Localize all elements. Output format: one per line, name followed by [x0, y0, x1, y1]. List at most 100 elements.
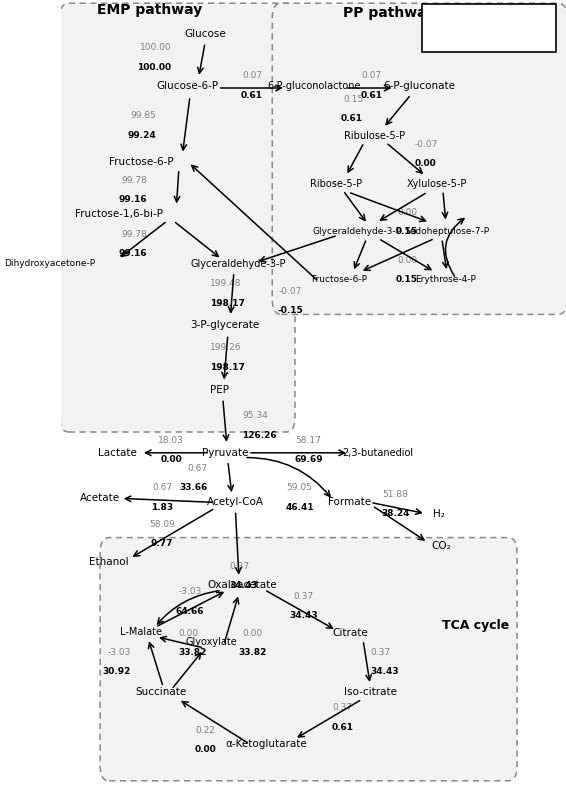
Text: 30.92: 30.92: [102, 667, 131, 677]
Text: EMP pathway: EMP pathway: [97, 2, 202, 17]
Text: 2,3-butanediol: 2,3-butanediol: [342, 448, 413, 458]
Text: Glyceraldehyde-3-P: Glyceraldehyde-3-P: [190, 259, 286, 269]
Text: 100.00: 100.00: [140, 43, 171, 53]
Text: 126.26: 126.26: [242, 430, 277, 440]
Text: Fructose-6-P: Fructose-6-P: [311, 275, 367, 285]
Text: H₂: H₂: [433, 509, 445, 518]
Text: 6-P-gluconolactone: 6-P-gluconolactone: [267, 82, 361, 91]
Text: -0.07: -0.07: [278, 286, 302, 296]
Text: Glucose-6-P: Glucose-6-P: [156, 82, 218, 91]
Text: 198.17: 198.17: [210, 298, 245, 308]
FancyBboxPatch shape: [60, 3, 295, 432]
Text: Acetyl-CoA: Acetyl-CoA: [207, 498, 264, 507]
Text: Acetate: Acetate: [80, 494, 120, 503]
Text: Succinate: Succinate: [135, 687, 186, 697]
Text: PEP: PEP: [210, 386, 229, 395]
Text: Iso-citrate: Iso-citrate: [344, 687, 397, 697]
Text: 34.43: 34.43: [229, 581, 258, 590]
Text: 38.24: 38.24: [381, 509, 410, 518]
Text: Fructose-6-P: Fructose-6-P: [109, 158, 173, 167]
Text: Dihydroxyacetone-P: Dihydroxyacetone-P: [5, 259, 96, 269]
Text: 99.85: 99.85: [130, 111, 156, 121]
Text: 0.61: 0.61: [360, 90, 382, 100]
Text: 0.61: 0.61: [341, 114, 363, 123]
Text: 0.15: 0.15: [396, 275, 418, 285]
Text: TCA cycle: TCA cycle: [441, 619, 509, 632]
Text: 0.67: 0.67: [187, 464, 208, 474]
FancyBboxPatch shape: [422, 4, 556, 52]
Text: 58.17: 58.17: [295, 436, 321, 446]
Text: 99.16: 99.16: [118, 249, 147, 258]
Text: 58.09: 58.09: [149, 520, 175, 530]
Text: 199.48: 199.48: [210, 279, 242, 289]
Text: Xylulose-5-P: Xylulose-5-P: [407, 179, 468, 189]
Text: 0.00: 0.00: [242, 629, 262, 638]
Text: 0.00: 0.00: [414, 159, 436, 169]
Text: 33.82: 33.82: [238, 648, 266, 658]
Text: 0.22: 0.22: [196, 726, 216, 735]
FancyBboxPatch shape: [272, 3, 566, 314]
Text: 6-P-gluconate: 6-P-gluconate: [384, 82, 456, 91]
Text: 95.34: 95.34: [242, 411, 268, 421]
Text: Formate: Formate: [328, 498, 371, 507]
Text: 0.07: 0.07: [242, 71, 262, 81]
Text: 0.00: 0.00: [160, 455, 182, 465]
Text: 99.16: 99.16: [118, 195, 147, 205]
Text: -0.07: -0.07: [414, 140, 438, 150]
Text: 51.88: 51.88: [383, 490, 408, 499]
Text: -0.15: -0.15: [277, 306, 303, 315]
Text: Pyruvate: Pyruvate: [202, 448, 248, 458]
Text: PP pathway: PP pathway: [343, 6, 435, 20]
Text: 0.15: 0.15: [343, 94, 363, 104]
Text: 0.61: 0.61: [241, 90, 263, 100]
Text: 199.26: 199.26: [210, 343, 242, 353]
Text: 0.00: 0.00: [178, 629, 199, 638]
Text: Lactate: Lactate: [98, 448, 138, 458]
Text: Glyoxylate: Glyoxylate: [186, 638, 238, 647]
Text: Citrate: Citrate: [332, 628, 368, 638]
Text: 0.37: 0.37: [370, 648, 391, 658]
Text: Glucose: Glucose: [185, 29, 226, 38]
Text: 9.77: 9.77: [151, 539, 174, 549]
Text: MFC: MFC: [477, 35, 502, 45]
Text: α-Ketoglutarate: α-Ketoglutarate: [226, 739, 307, 749]
Text: 0.07: 0.07: [361, 71, 381, 81]
Text: 0.37: 0.37: [229, 562, 250, 571]
Text: 0.00: 0.00: [397, 256, 418, 266]
Text: 46.41: 46.41: [285, 502, 314, 512]
Text: CO₂: CO₂: [431, 541, 451, 550]
Text: 64.66: 64.66: [176, 606, 204, 616]
Text: Fructose-1,6-bi-P: Fructose-1,6-bi-P: [75, 210, 163, 219]
Text: 33.66: 33.66: [179, 483, 208, 493]
Text: 1.83: 1.83: [151, 502, 173, 512]
Text: 0.37: 0.37: [294, 592, 314, 602]
Text: 100.00: 100.00: [137, 62, 171, 72]
Text: 34.43: 34.43: [289, 611, 318, 621]
Text: 0.00: 0.00: [195, 745, 217, 754]
FancyBboxPatch shape: [100, 538, 517, 781]
Text: Ethanol: Ethanol: [89, 557, 129, 566]
Text: 34.43: 34.43: [370, 667, 399, 677]
Text: L-Malate: L-Malate: [119, 627, 161, 637]
Text: Sedoheptulose-7-P: Sedoheptulose-7-P: [405, 227, 490, 237]
Text: 0.15: 0.15: [396, 227, 418, 237]
Text: Oxaloacetate: Oxaloacetate: [207, 580, 277, 590]
Text: 18.03: 18.03: [158, 436, 185, 446]
Text: Non-MFC: Non-MFC: [468, 22, 511, 31]
Text: 99.78: 99.78: [121, 176, 147, 186]
Text: 99.78: 99.78: [121, 230, 147, 239]
Text: 0.61: 0.61: [332, 722, 353, 732]
Text: 0.37: 0.37: [332, 703, 353, 713]
Text: 33.82: 33.82: [178, 648, 207, 658]
Text: 0.00: 0.00: [397, 208, 418, 218]
Text: 99.24: 99.24: [127, 130, 156, 140]
Text: 69.69: 69.69: [294, 455, 323, 465]
Text: Glyceraldehyde-3-P: Glyceraldehyde-3-P: [312, 227, 401, 237]
Text: -3.03: -3.03: [178, 587, 201, 597]
Text: 59.05: 59.05: [286, 483, 312, 493]
Text: 0.67: 0.67: [152, 483, 172, 493]
Text: Ribose-5-P: Ribose-5-P: [310, 179, 362, 189]
Text: Ribulose-5-P: Ribulose-5-P: [344, 131, 405, 141]
Text: 3-P-glycerate: 3-P-glycerate: [190, 320, 259, 330]
Text: -3.03: -3.03: [108, 648, 131, 658]
